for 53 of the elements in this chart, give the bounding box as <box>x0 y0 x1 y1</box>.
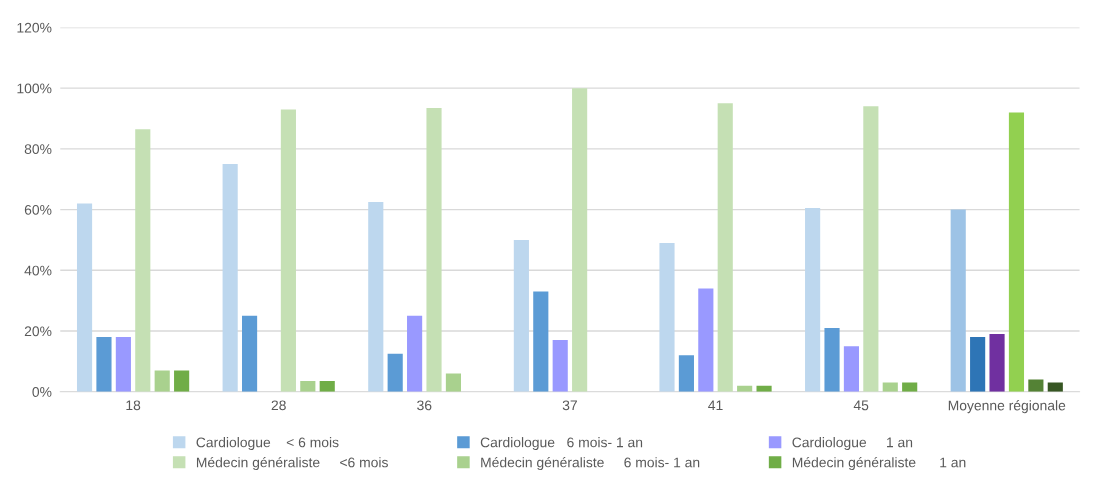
y-tick-label: 60% <box>24 204 52 215</box>
bar <box>1028 379 1044 392</box>
bar <box>154 370 170 392</box>
bar <box>387 353 403 392</box>
bar <box>426 107 442 392</box>
bar <box>407 315 423 392</box>
bar <box>368 201 384 392</box>
bar <box>242 315 258 392</box>
bar <box>280 109 296 392</box>
y-tick-label: 40% <box>24 265 52 276</box>
bar <box>805 208 821 392</box>
x-tick-label: 45 <box>853 400 869 411</box>
bar <box>863 106 879 392</box>
y-tick-label: 80% <box>24 144 52 155</box>
x-tick-label: 41 <box>708 400 723 411</box>
x-tick-label: Moyenne régionale <box>948 400 1066 414</box>
bar <box>76 203 93 392</box>
y-tick-label: 120% <box>17 22 52 33</box>
legend-label: Cardiologue 1 an <box>792 437 913 451</box>
bar <box>222 164 238 392</box>
legend-label: Médecin généraliste 6 mois- 1 an <box>481 456 700 471</box>
y-tick-label: 20% <box>24 326 52 337</box>
bar <box>717 103 733 392</box>
x-tick-label: 28 <box>271 400 286 411</box>
bar <box>1008 112 1025 392</box>
x-tick-label: 18 <box>126 400 141 411</box>
y-tick-label: 0% <box>32 387 52 397</box>
bar <box>950 209 966 392</box>
legend-label: Médecin généraliste <6 mois <box>196 456 388 471</box>
bar <box>135 129 151 392</box>
legend-label: Cardiologue < 6 mois <box>196 437 339 451</box>
bar <box>96 337 112 392</box>
bar <box>678 355 694 392</box>
x-tick-label: 37 <box>562 400 577 411</box>
legend-label: Cardiologue 6 mois- 1 an <box>480 437 643 451</box>
y-tick-label: 100% <box>17 83 52 94</box>
bar <box>824 327 840 392</box>
legend-label: Médecin généraliste 1 an <box>792 456 966 471</box>
bar <box>572 88 588 392</box>
bar <box>698 288 714 392</box>
bar <box>989 334 1005 392</box>
bar <box>513 239 529 392</box>
bar <box>659 242 675 392</box>
bar <box>970 337 986 392</box>
x-tick-label: 36 <box>417 400 432 411</box>
bar <box>552 340 568 392</box>
bar <box>319 381 335 392</box>
bar <box>445 373 461 392</box>
bar <box>300 381 316 392</box>
bar <box>843 346 860 392</box>
bar <box>115 337 131 392</box>
bar <box>533 291 549 392</box>
bar <box>174 370 190 392</box>
